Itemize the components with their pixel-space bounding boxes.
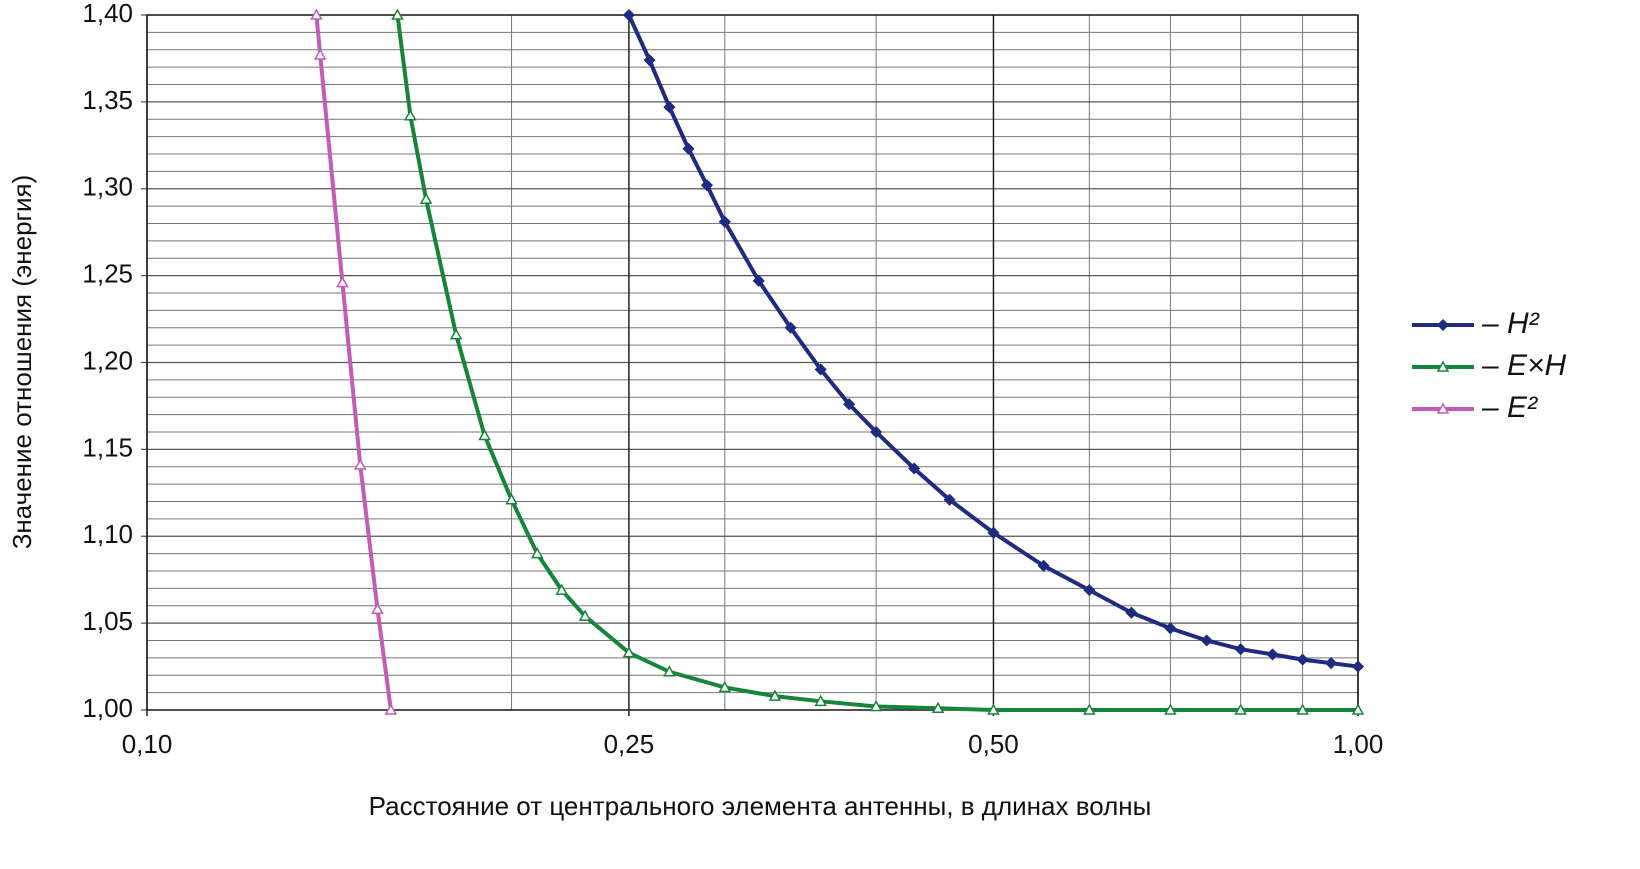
y-tick-label: 1,35	[82, 85, 133, 115]
marker	[310, 8, 323, 20]
marker	[578, 609, 592, 621]
x-tick-label: 0,50	[968, 729, 1019, 759]
series-line	[314, 14, 393, 711]
marker	[313, 48, 327, 60]
y-tick-label: 1,30	[82, 172, 133, 202]
legend-marker	[1436, 360, 1450, 372]
marker	[1037, 559, 1050, 572]
marker	[1234, 703, 1247, 715]
legend-label: – H²	[1481, 307, 1540, 340]
marker	[784, 321, 797, 334]
y-tick-label: 1,05	[82, 606, 133, 636]
marker	[1083, 703, 1096, 715]
marker	[391, 8, 404, 20]
marker	[1351, 660, 1365, 673]
marker	[1164, 622, 1177, 635]
marker	[1164, 703, 1177, 715]
marker	[869, 699, 883, 712]
y-tick-label: 1,00	[82, 693, 133, 723]
marker	[622, 646, 636, 658]
marker	[987, 703, 1000, 715]
marker	[555, 583, 568, 595]
marker	[1125, 606, 1138, 619]
series-line	[395, 14, 1358, 712]
marker	[478, 428, 491, 441]
marker	[718, 680, 732, 693]
marker	[404, 109, 417, 121]
marker	[1266, 648, 1279, 661]
x-tick-label: 0,10	[122, 729, 173, 759]
marker	[768, 689, 782, 701]
y-axis-label: Значение отношения (энергия)	[7, 175, 37, 550]
marker	[449, 328, 463, 340]
marker	[908, 462, 921, 475]
y-tick-label: 1,40	[82, 0, 133, 28]
marker	[1083, 584, 1096, 597]
y-tick-label: 1,25	[82, 259, 133, 289]
marker	[682, 142, 695, 155]
marker	[530, 547, 544, 559]
marker	[663, 101, 676, 114]
marker	[643, 54, 656, 67]
series-line	[627, 14, 1359, 669]
legend-marker	[1436, 402, 1450, 414]
x-tick-label: 0,25	[604, 729, 655, 759]
marker	[870, 425, 883, 439]
marker	[663, 665, 676, 677]
marker	[336, 276, 349, 288]
marker	[1351, 703, 1365, 715]
x-axis-label: Расстояние от центрального элемента анте…	[369, 791, 1152, 821]
legend-label: – E²	[1481, 391, 1538, 424]
marker	[1200, 634, 1213, 647]
marker	[353, 458, 367, 470]
marker	[622, 8, 635, 22]
marker	[752, 274, 765, 287]
marker	[931, 701, 945, 714]
y-tick-label: 1,10	[82, 519, 133, 549]
plot-frame	[146, 14, 1359, 711]
marker	[843, 398, 856, 411]
x-tick-label: 1,00	[1333, 729, 1384, 759]
legend-marker	[1436, 318, 1450, 332]
legend-label: – E×H	[1481, 349, 1567, 382]
marker	[814, 363, 827, 376]
y-tick-label: 1,15	[82, 432, 133, 462]
marker	[1324, 657, 1338, 670]
marker	[1296, 653, 1309, 666]
marker	[700, 179, 714, 192]
y-tick-label: 1,20	[82, 345, 133, 375]
marker	[1296, 703, 1309, 715]
marker	[371, 602, 384, 614]
marker	[987, 526, 1000, 539]
marker	[505, 493, 518, 505]
marker	[718, 215, 731, 228]
marker	[943, 493, 956, 506]
marker	[419, 192, 433, 204]
marker	[814, 694, 827, 707]
marker	[1234, 643, 1247, 656]
marker	[384, 703, 398, 715]
